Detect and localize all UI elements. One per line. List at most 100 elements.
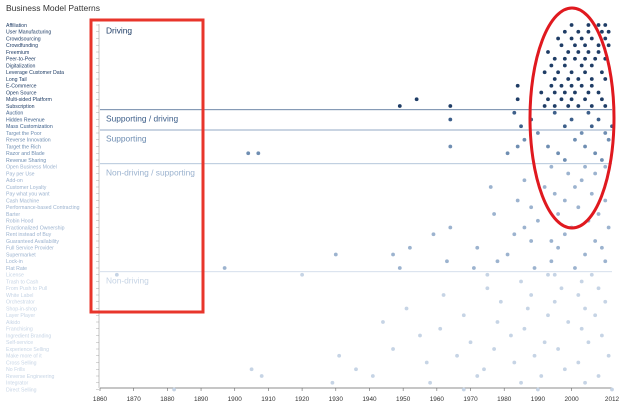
data-point (475, 245, 480, 250)
data-point (515, 83, 520, 88)
data-point (441, 293, 446, 297)
data-point (556, 245, 561, 250)
data-point (552, 56, 557, 61)
pattern-label: Ingredient Branding (6, 333, 51, 339)
data-point (512, 360, 517, 365)
x-tick-label: 1950 (396, 396, 411, 403)
data-point (589, 83, 594, 88)
data-point (559, 83, 564, 88)
pattern-label: Hidden Revenue (6, 117, 45, 123)
data-point (583, 56, 587, 61)
data-point (539, 374, 544, 378)
pattern-label: Target the Rich (6, 144, 41, 150)
data-point (448, 144, 453, 149)
data-point (559, 286, 564, 291)
data-point (586, 110, 591, 115)
pattern-label: Flat Rate (6, 266, 27, 272)
data-point (354, 367, 358, 372)
data-point (586, 340, 591, 345)
band-label: Supporting / driving (106, 113, 179, 123)
data-point (391, 252, 395, 257)
pattern-label: Rent instead of Buy (6, 232, 52, 238)
data-point (562, 158, 567, 162)
data-point (461, 387, 466, 392)
data-point (569, 36, 574, 41)
data-point (428, 380, 433, 385)
x-tick-label: 2012 (605, 396, 620, 403)
data-point (576, 29, 581, 34)
data-point (519, 124, 523, 129)
data-point (438, 326, 443, 331)
data-point (562, 90, 567, 95)
data-point (583, 252, 587, 257)
data-point (569, 70, 574, 75)
data-point (522, 326, 527, 331)
data-point (552, 191, 557, 196)
data-point (468, 340, 473, 345)
data-point (495, 320, 500, 324)
data-point (583, 43, 587, 48)
chart-title: Business Model Patterns (6, 3, 100, 13)
data-point (603, 77, 608, 81)
pattern-label: No Frills (6, 367, 25, 373)
pattern-label: Razor and Blade (6, 151, 45, 157)
data-point (593, 239, 598, 243)
data-point (546, 272, 550, 277)
data-point (431, 232, 436, 237)
data-point (562, 63, 567, 68)
data-point (249, 367, 254, 372)
data-point (546, 97, 550, 102)
data-point (606, 225, 611, 230)
data-point (512, 110, 517, 115)
data-point (556, 151, 561, 156)
data-point (606, 43, 611, 48)
pattern-label: Auction (6, 111, 23, 117)
data-point (569, 83, 574, 88)
data-point (509, 333, 513, 338)
pattern-label: Add-on (6, 178, 23, 184)
x-axis-ticks: 1860 1870 1880 1890 1900 1910 1920 1930 1940 1950… (93, 388, 620, 403)
data-point (603, 164, 608, 169)
pattern-label: Fractionalized Ownership (6, 225, 65, 231)
data-point (404, 306, 409, 311)
data-point (418, 333, 422, 338)
x-tick-label: 1960 (430, 396, 445, 403)
data-point (579, 36, 584, 41)
pattern-label: Layer Player (6, 313, 35, 319)
data-point (529, 205, 534, 210)
data-point (586, 90, 591, 95)
band-label: Driving (106, 26, 132, 36)
data-point (535, 218, 540, 223)
data-point (566, 171, 571, 176)
data-point (546, 144, 550, 149)
x-tick-label: 1940 (362, 396, 377, 403)
data-point (448, 117, 453, 122)
data-point (539, 90, 544, 95)
pattern-label: Franchising (6, 327, 33, 333)
data-point (562, 124, 567, 129)
data-point (424, 360, 429, 365)
data-point (589, 104, 594, 108)
data-point (556, 36, 561, 41)
data-point (583, 70, 587, 75)
data-point (606, 353, 611, 358)
pattern-label: Lock-in (6, 259, 23, 265)
pattern-label: Aikido (6, 320, 20, 326)
data-point (589, 77, 594, 81)
data-point (579, 279, 584, 284)
data-point (512, 232, 517, 237)
data-point (603, 23, 608, 27)
data-point (559, 43, 564, 48)
pattern-label: Full Service Provider (6, 246, 54, 252)
pattern-label: Crowdsourcing (6, 36, 41, 42)
data-point (222, 266, 227, 270)
data-point (596, 117, 601, 122)
data-point (414, 97, 419, 102)
pattern-label: Cross Selling (6, 360, 37, 366)
data-point (596, 43, 601, 48)
data-point (606, 137, 611, 142)
data-point (579, 326, 584, 331)
data-point (495, 259, 500, 264)
data-point (589, 191, 594, 196)
